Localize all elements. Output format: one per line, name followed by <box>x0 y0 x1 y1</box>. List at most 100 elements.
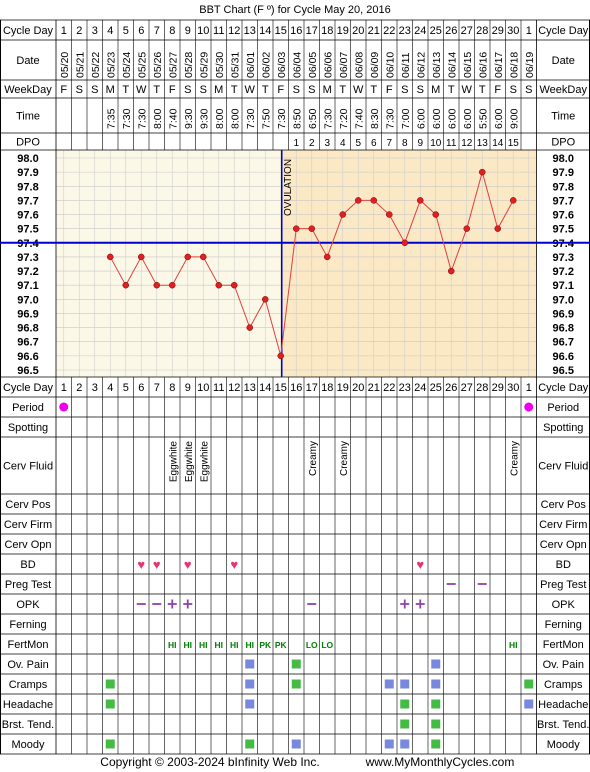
footer-copyright: Copyright © 2003-2024 bInfinity Web Inc. <box>100 755 319 769</box>
cycle-day-number-lower: 3 <box>92 382 98 394</box>
dpo-label: 12 <box>461 138 473 149</box>
temperature-point <box>246 324 253 331</box>
dpo-label: 13 <box>477 138 489 149</box>
row-label-cerv-firm: Cerv Firm <box>4 519 52 531</box>
cerv-fluid-label: Eggwhite <box>184 441 195 483</box>
time-label: 7:30 <box>245 108 257 129</box>
date-label: 06/17 <box>493 52 505 78</box>
cerv-fluid-label: Creamy <box>509 441 520 476</box>
row-label-cerv-fluid: Cerv Fluid <box>3 461 53 473</box>
fertmon-label: LO <box>321 640 333 650</box>
cycle-day-number: 7 <box>154 25 160 37</box>
headache-marker <box>431 699 441 709</box>
temperature-point <box>277 352 284 360</box>
time-label: 8:00 <box>214 108 226 129</box>
y-tick-label-right: 97.9 <box>553 167 574 179</box>
ov-pain-marker <box>245 659 255 669</box>
cycle-day-number-lower: 1 <box>526 382 532 394</box>
cycle-day-number: 12 <box>228 25 240 37</box>
row-label-preg-test: Preg Test <box>5 579 51 591</box>
row-label-brst-tend: Brst. Tend. <box>2 719 54 731</box>
ov-pain-marker <box>291 659 301 669</box>
ov-pain-marker <box>431 659 441 669</box>
temperature-point <box>107 253 114 261</box>
cramps-marker <box>105 679 115 689</box>
row-label-spotting: Spotting <box>8 422 48 434</box>
y-tick-label: 97.0 <box>17 294 38 306</box>
cycle-day-number-lower: 11 <box>213 382 224 394</box>
cycle-day-number: 14 <box>259 25 271 37</box>
date-label: 05/24 <box>121 52 133 78</box>
cycle-day-number: 25 <box>430 25 442 37</box>
weekday-label: T <box>122 84 129 96</box>
y-tick-label-right: 97.6 <box>553 210 574 222</box>
weekday-label: S <box>401 84 408 96</box>
y-tick-label: 96.6 <box>17 351 38 363</box>
row-label-headache: Headache <box>3 699 53 711</box>
row-label-weekday: WeekDay <box>4 84 52 96</box>
cramps-marker <box>524 679 534 689</box>
heart-icon: ♥ <box>153 557 161 572</box>
dpo-label: 10 <box>430 138 442 149</box>
cycle-day-number: 9 <box>185 25 191 37</box>
temperature-point <box>308 225 315 232</box>
y-tick-label: 98.0 <box>17 153 38 165</box>
cycle-day-number-lower: 22 <box>383 382 395 394</box>
time-label: 5:50 <box>477 108 489 129</box>
date-label: 05/29 <box>198 52 210 78</box>
y-tick-label-right: 97.0 <box>553 294 574 306</box>
date-label: 06/12 <box>415 52 427 78</box>
cramps-marker <box>291 679 301 689</box>
row-label-cramps: Cramps <box>9 679 48 691</box>
weekday-label: S <box>417 84 424 96</box>
date-label: 06/01 <box>245 52 257 78</box>
moody-marker <box>245 739 255 749</box>
cycle-day-number: 28 <box>476 25 488 37</box>
pre-ovulation-background <box>56 150 281 377</box>
cycle-day-number-lower: 28 <box>476 382 488 394</box>
row-label-right-preg-test: Preg Test <box>540 579 586 591</box>
headache-marker <box>400 699 410 709</box>
time-label: 7:50 <box>260 108 272 129</box>
date-label: 06/18 <box>508 52 520 78</box>
y-tick-label-right: 98.0 <box>553 153 574 165</box>
y-tick-label-right: 96.5 <box>553 365 574 377</box>
cerv-fluid-label: Eggwhite <box>168 441 179 483</box>
time-label: 8:50 <box>291 108 303 129</box>
dpo-label: 4 <box>340 138 346 149</box>
row-label-date: Date <box>16 55 39 67</box>
fertmon-label: PK <box>275 640 288 650</box>
row-label-cycle-day: Cycle Day <box>3 382 54 394</box>
temperature-point <box>479 168 486 176</box>
cycle-day-number: 24 <box>414 25 426 37</box>
row-label-right-weekday: WeekDay <box>540 84 588 96</box>
weekday-label: T <box>231 84 238 96</box>
footer-site[interactable]: www.MyMonthlyCycles.com <box>365 755 515 769</box>
temperature-point <box>510 197 517 204</box>
weekday-label: T <box>262 84 269 96</box>
temperature-point <box>200 253 207 261</box>
row-label-right-cramps: Cramps <box>544 679 583 691</box>
row-label-right-headache: Headache <box>538 699 588 711</box>
fertmon-label: LO <box>306 640 318 650</box>
cycle-day-number-lower: 23 <box>399 382 411 394</box>
weekday-label: F <box>386 84 393 96</box>
y-tick-label: 96.8 <box>17 323 38 335</box>
weekday-label: T <box>448 84 455 96</box>
headache-marker <box>524 699 534 709</box>
y-tick-label: 97.2 <box>17 266 38 278</box>
weekday-label: T <box>370 84 377 96</box>
brst-tend-marker <box>431 719 441 729</box>
cycle-day-number-lower: 5 <box>123 382 129 394</box>
time-label: 6:00 <box>462 108 474 129</box>
dpo-label: 11 <box>446 138 457 149</box>
cycle-day-number-lower: 7 <box>154 382 160 394</box>
cerv-fluid-label: Eggwhite <box>199 441 210 483</box>
moody-marker <box>400 739 410 749</box>
time-label: 7:30 <box>276 108 288 129</box>
temperature-point <box>215 281 222 289</box>
weekday-label: M <box>431 84 440 96</box>
date-label: 06/19 <box>524 52 536 78</box>
y-tick-label: 97.1 <box>17 280 38 292</box>
